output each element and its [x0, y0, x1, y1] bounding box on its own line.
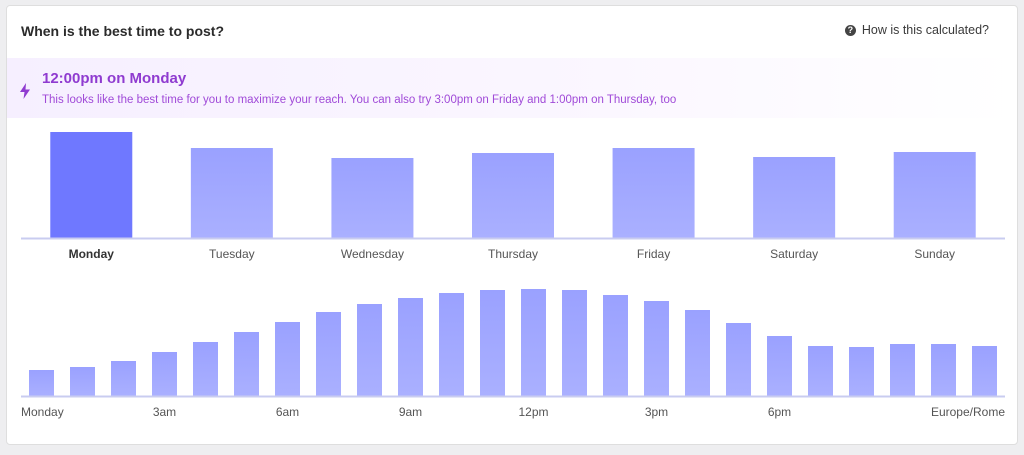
hour-bar[interactable] — [70, 367, 95, 396]
day-tick-label: Wednesday — [341, 247, 404, 261]
card-title: When is the best time to post? — [21, 23, 225, 39]
hour-bar[interactable] — [275, 322, 300, 396]
hour-tick-label: Monday — [21, 405, 64, 419]
hour-bar[interactable] — [521, 289, 546, 396]
day-tick-label: Sunday — [914, 247, 955, 261]
hour-tick-label: 6am — [276, 405, 299, 419]
hour-tick-label: 6pm — [768, 405, 791, 419]
hour-bar[interactable] — [398, 298, 423, 396]
hour-bar[interactable] — [357, 304, 382, 396]
hour-bar[interactable] — [480, 290, 505, 396]
day-tick-label: Tuesday — [209, 247, 255, 261]
hour-bar[interactable] — [849, 347, 874, 396]
hour-bar[interactable] — [234, 332, 259, 396]
hour-bar[interactable] — [685, 310, 710, 396]
hour-tick-label: 9am — [399, 405, 422, 419]
hour-bar[interactable] — [890, 344, 915, 396]
day-bar-saturday[interactable] — [753, 157, 836, 238]
hour-bar[interactable] — [152, 352, 177, 396]
best-time-headline: 12:00pm on Monday — [42, 70, 187, 87]
hour-bar[interactable] — [562, 290, 587, 396]
hour-tick-label: Europe/Rome — [931, 405, 1005, 419]
hour-tick-label: 12pm — [518, 405, 548, 419]
hour-bar[interactable] — [603, 295, 628, 396]
hour-bar[interactable] — [726, 323, 751, 396]
hour-bar[interactable] — [767, 336, 792, 396]
day-bar-sunday[interactable] — [893, 152, 976, 238]
hour-bar[interactable] — [439, 293, 464, 396]
day-bar-friday[interactable] — [612, 148, 695, 238]
day-bar-monday[interactable] — [50, 132, 133, 238]
hour-tick-label: 3pm — [645, 405, 668, 419]
day-bar-wednesday[interactable] — [331, 158, 414, 238]
day-tick-label: Saturday — [770, 247, 818, 261]
hour-bar[interactable] — [316, 312, 341, 396]
lightning-bolt-icon — [20, 83, 30, 99]
best-time-description: This looks like the best time for you to… — [42, 94, 677, 106]
day-bar-thursday[interactable] — [472, 153, 554, 238]
hour-bar[interactable] — [193, 342, 218, 396]
hour-bar[interactable] — [29, 370, 54, 396]
hour-bar[interactable] — [644, 301, 669, 396]
day-tick-label: Friday — [637, 247, 670, 261]
hour-tick-label: 3am — [153, 405, 176, 419]
day-tick-label: Thursday — [488, 247, 538, 261]
hour-bar[interactable] — [111, 361, 136, 396]
day-bar-tuesday[interactable] — [190, 148, 273, 238]
hour-bar[interactable] — [931, 344, 956, 396]
hour-bar[interactable] — [972, 346, 997, 396]
question-circle-icon: ? — [844, 24, 856, 36]
posting-time-charts: Monday Tuesday Wednesday Thursday Friday Satu… — [21, 132, 1005, 419]
hour-bar[interactable] — [808, 346, 833, 396]
how-calculated-label: How is this calculated? — [861, 23, 989, 37]
best-time-card: When is the best time to post? ? How is … — [6, 5, 1018, 445]
how-calculated-link[interactable]: ? How is this calculated? — [844, 23, 989, 37]
day-tick-label: Monday — [69, 247, 115, 261]
best-time-banner: 12:00pm on Monday This looks like the be… — [7, 58, 1017, 118]
